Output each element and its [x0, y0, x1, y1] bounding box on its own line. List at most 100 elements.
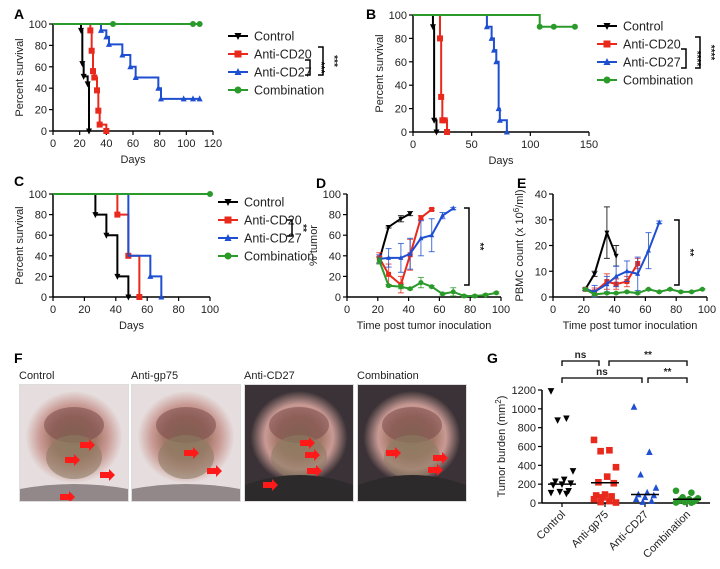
data-point — [613, 253, 619, 259]
data-point — [106, 40, 112, 47]
data-point — [196, 21, 203, 27]
data-point — [119, 51, 126, 58]
x-tick-label: 0 — [50, 138, 56, 150]
data-point — [158, 293, 165, 300]
data-point — [398, 254, 404, 260]
data-point — [652, 484, 660, 491]
tumor-arrow-icon — [433, 452, 448, 464]
data-point — [645, 286, 651, 292]
data-point — [552, 478, 559, 486]
x-tick-label: 50 — [466, 139, 478, 151]
x-tick-label: 100 — [492, 304, 510, 316]
data-point — [624, 289, 630, 295]
data-point — [699, 286, 705, 292]
photo-title: Control — [19, 370, 55, 382]
data-point — [624, 268, 630, 274]
y-tick-label: 600 — [518, 442, 536, 454]
survival-curve — [413, 14, 575, 28]
series-line — [584, 288, 703, 296]
organ-shape — [156, 407, 216, 443]
series-anti-cd20 — [376, 206, 435, 294]
mouse-dissection-photo — [19, 384, 129, 502]
x-tick-label: Anti-gp75 — [569, 509, 611, 551]
series-control — [547, 388, 577, 498]
data-point — [87, 27, 94, 34]
y-tick-label: 1000 — [512, 404, 536, 416]
series-control — [53, 193, 132, 301]
significance-bracket — [464, 207, 470, 286]
tumor-arrow-icon — [305, 449, 320, 461]
y-label-part: Tumor burden (mm — [496, 404, 508, 498]
organ-shape — [384, 435, 440, 479]
data-point — [86, 128, 92, 135]
organ-shape — [382, 407, 442, 443]
data-point — [563, 415, 570, 423]
y-axis-label: Percent survival — [374, 34, 386, 112]
legend-label: Combination — [623, 74, 693, 88]
data-point — [667, 286, 673, 292]
x-tick-label: Anti-CD27 — [607, 509, 651, 553]
data-point — [418, 215, 424, 221]
y-tick-label: 80 — [395, 33, 407, 45]
data-point — [681, 498, 689, 506]
data-point — [549, 482, 557, 489]
y-tick-label: 0 — [41, 292, 47, 304]
y-tick-label: 400 — [518, 460, 536, 472]
series-anti-cd27 — [630, 403, 660, 505]
data-point — [604, 230, 610, 236]
data-point — [90, 68, 96, 75]
data-point — [180, 95, 187, 102]
data-point — [429, 24, 436, 31]
x-tick-label: 20 — [74, 138, 86, 150]
series-anti-cd27 — [53, 23, 203, 102]
data-point — [103, 33, 110, 40]
tumor-arrow-icon — [307, 465, 322, 477]
data-point — [648, 497, 655, 504]
data-point — [103, 128, 110, 134]
panel-b: B 0 20 40 60 80 100 0 50 100 150 Days Percent surviv… — [366, 6, 716, 167]
data-point — [641, 493, 649, 501]
significance-bracket-label: *** — [315, 62, 326, 74]
data-point — [136, 294, 143, 300]
legend-label: Anti-CD20 — [254, 48, 312, 62]
y-tick-label: 20 — [35, 271, 47, 283]
x-axis-label: Time post tumor inoculation — [357, 320, 492, 332]
x-tick-label: 80 — [154, 138, 166, 150]
legend-label: Combination — [244, 250, 314, 264]
data-point — [398, 284, 404, 290]
data-point — [407, 250, 413, 256]
legend-marker — [234, 50, 242, 58]
data-point — [688, 499, 695, 507]
data-point — [688, 489, 695, 496]
significance-bracket-label: ** — [684, 249, 695, 257]
y-label-part: /ml) — [514, 189, 526, 207]
y-tick-label: 100 — [323, 189, 341, 201]
mouse-dissection-photo — [357, 384, 467, 502]
survival-curve — [53, 23, 108, 131]
data-point — [597, 447, 604, 455]
data-point — [114, 211, 121, 218]
y-tick-label: 30 — [535, 215, 547, 227]
significance-bracket-label: **** — [705, 45, 716, 61]
y-tick-label: 100 — [29, 19, 47, 31]
data-point — [613, 273, 619, 279]
data-point — [110, 21, 116, 27]
y-tick-label: 40 — [329, 251, 341, 263]
significance-label: ** — [644, 350, 652, 361]
fur-shape — [358, 475, 466, 501]
y-tick-label: 0 — [41, 126, 47, 138]
tumor-arrow-icon — [60, 491, 75, 501]
y-tick-label: 80 — [35, 40, 47, 52]
panel-label: G — [487, 350, 498, 366]
data-point — [635, 270, 641, 276]
mouse-dissection-photo — [244, 384, 354, 502]
data-point — [639, 498, 647, 505]
data-point — [483, 23, 490, 30]
data-point — [79, 61, 86, 68]
tumor-arrow-icon — [80, 439, 95, 451]
y-label-sup: 2 — [494, 399, 503, 404]
series-anti-cd27 — [376, 205, 457, 273]
data-point — [95, 107, 102, 114]
photo-title: Combination — [357, 370, 419, 382]
